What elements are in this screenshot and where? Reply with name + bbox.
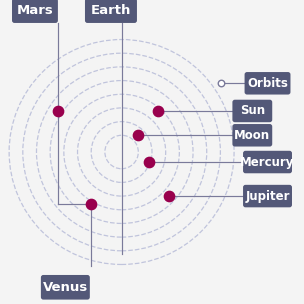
FancyBboxPatch shape [232, 100, 272, 122]
Point [219, 81, 224, 86]
Point [136, 133, 141, 138]
Text: Earth: Earth [91, 4, 131, 17]
Point [55, 109, 60, 113]
Text: Mercury: Mercury [240, 156, 295, 168]
FancyBboxPatch shape [41, 275, 90, 300]
FancyBboxPatch shape [232, 124, 272, 147]
FancyBboxPatch shape [244, 72, 290, 95]
FancyBboxPatch shape [243, 185, 292, 207]
Text: Mars: Mars [17, 4, 53, 17]
Point [166, 194, 171, 199]
Point [89, 201, 94, 206]
Text: Venus: Venus [43, 281, 88, 294]
Text: Moon: Moon [234, 129, 270, 142]
Text: Orbits: Orbits [247, 77, 288, 90]
Text: Sun: Sun [240, 105, 265, 117]
Text: Jupiter: Jupiter [245, 190, 290, 202]
Point [156, 109, 161, 113]
Point [147, 160, 151, 164]
FancyBboxPatch shape [85, 0, 137, 23]
FancyBboxPatch shape [12, 0, 58, 23]
FancyBboxPatch shape [243, 151, 292, 173]
